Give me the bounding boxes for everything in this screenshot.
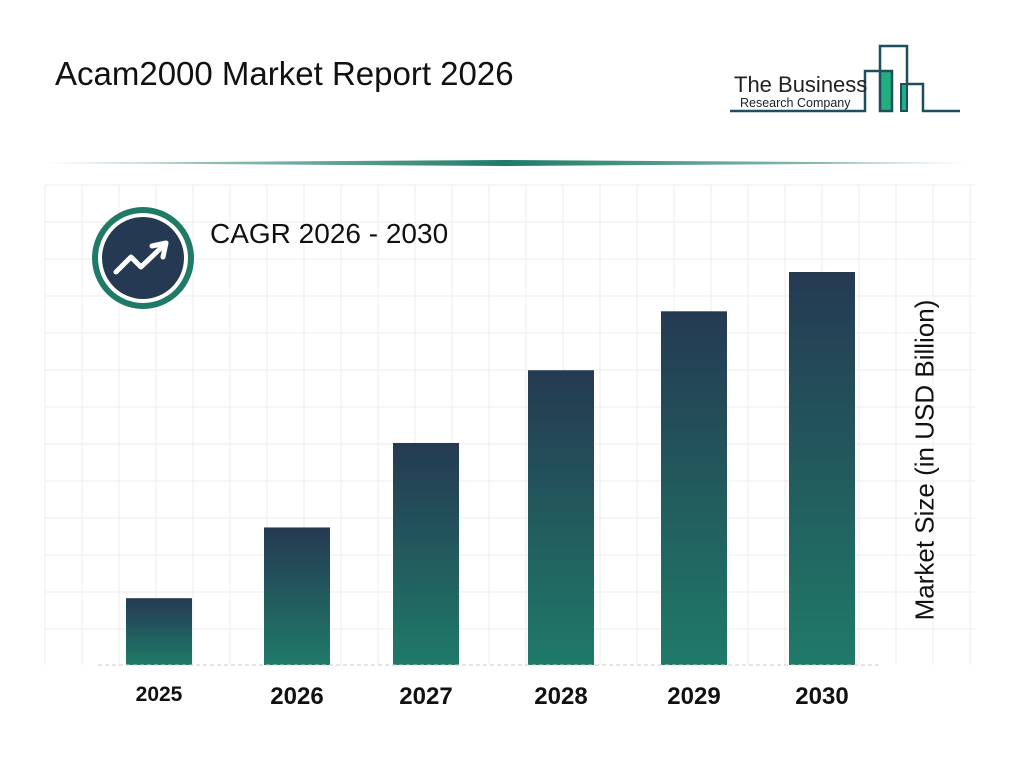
x-tick-label: 2030 [795, 683, 849, 710]
company-logo: The Business Research Company [730, 44, 965, 116]
bar-2026 [264, 527, 330, 665]
header-divider [40, 160, 970, 166]
y-axis-label: Market Size (in USD Billion) [909, 299, 940, 621]
bar-2028 [528, 370, 594, 665]
logo-text-sub: Research Company [740, 96, 851, 110]
x-tick-label: 2027 [399, 683, 453, 710]
cagr-label: CAGR 2026 - 2030 [210, 218, 449, 249]
bar-2027 [393, 442, 459, 665]
x-tick-label: 2028 [534, 683, 588, 710]
cagr-icon [92, 207, 194, 309]
page-title: Acam2000 Market Report 2026 [55, 55, 514, 92]
logo-buildings-icon [730, 44, 960, 113]
logo-text-main: The Business [734, 72, 868, 97]
trending-up-icon [113, 242, 167, 275]
x-tick-label: 2026 [270, 683, 324, 710]
bar-2025 [126, 598, 192, 665]
x-tick-label: 2029 [667, 683, 721, 710]
x-tick-label: 2025 [135, 683, 183, 706]
bar-2029 [661, 311, 727, 665]
bar-2030 [789, 272, 855, 665]
